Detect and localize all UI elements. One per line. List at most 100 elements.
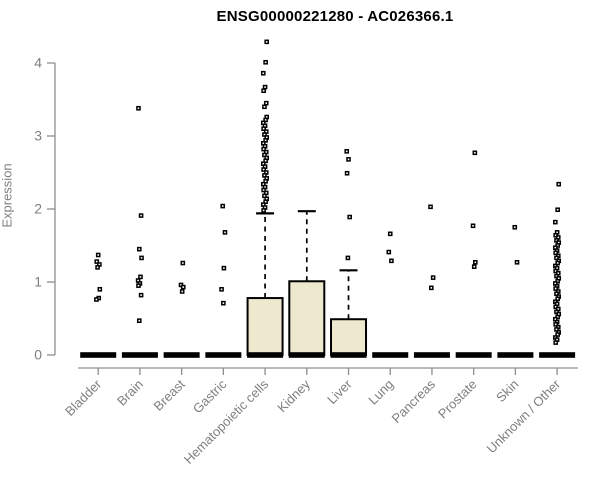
outlier-point-center [137, 284, 140, 287]
outlier-point-center [137, 107, 140, 110]
outlier-point-center [263, 174, 266, 177]
y-tick-label-4: 4 [34, 55, 42, 71]
outlier-point-center [347, 257, 349, 259]
outlier-point-center [554, 306, 557, 308]
outlier-point-center [265, 157, 268, 159]
outlier-point-center [262, 122, 265, 124]
x-tick-label-brain: Brain [114, 377, 146, 409]
outlier-point-center [138, 319, 141, 322]
x-tick-label-skin: Skin [493, 377, 521, 405]
outlier-point-center [265, 116, 268, 118]
outlier-point-center [474, 151, 476, 154]
outlier-point-center [556, 280, 559, 283]
median-bar-hematopoietic-cells [247, 352, 284, 358]
outlier-point-center [555, 292, 558, 295]
outlier-point-center [554, 221, 557, 223]
outlier-point-center [264, 86, 266, 88]
outlier-point-center [264, 119, 267, 121]
outlier-point-center [557, 277, 560, 280]
outlier-point-center [262, 127, 265, 130]
outlier-point-center [99, 288, 101, 291]
outlier-point-center [554, 323, 557, 326]
outlier-point-center [554, 252, 557, 254]
outlier-point-center [556, 262, 559, 264]
x-tick-label-unknown-other: Unknown / Other [484, 376, 564, 456]
outlier-point-center [264, 186, 266, 188]
x-tick-label-pancreas: Pancreas [389, 376, 439, 426]
outlier-point-center [556, 303, 558, 305]
median-bar-pancreas [413, 352, 450, 358]
outlier-point-center [556, 208, 559, 211]
outlier-point-center [347, 158, 350, 161]
median-bar-brain [121, 352, 158, 358]
outlier-point-center [264, 180, 267, 183]
outlier-point-center [557, 236, 560, 239]
median-bar-skin [497, 352, 534, 358]
outlier-point-center [556, 316, 559, 318]
outlier-point-center [264, 145, 266, 148]
y-axis-label: Expression [0, 163, 15, 228]
outlier-point-center [262, 72, 265, 75]
box-kidney [288, 280, 326, 356]
x-tick-label-breast: Breast [151, 376, 188, 413]
outlier-point-center [265, 197, 268, 200]
outlier-point-center [262, 89, 265, 92]
outlier-point-center [265, 151, 268, 153]
outlier-point-center [555, 328, 558, 331]
outlier-point-center [137, 279, 139, 282]
outlier-point-center [96, 266, 99, 269]
outlier-point-center [265, 130, 268, 133]
x-tick-label-gastric: Gastric [190, 376, 230, 416]
outlier-point-center [554, 282, 557, 285]
y-tick-label-2: 2 [34, 201, 42, 217]
outlier-point-center [554, 318, 557, 321]
outlier-point-center [223, 267, 225, 269]
outlier-point-center [263, 133, 266, 136]
outlier-point-center [557, 183, 560, 185]
outlier-point-center [98, 263, 101, 266]
outlier-point-center [265, 171, 268, 174]
outlier-point-center [264, 200, 267, 203]
outlier-point-center [554, 234, 557, 237]
outlier-point-center [262, 209, 265, 212]
outlier-point-center [262, 203, 265, 206]
outlier-point-center [265, 102, 268, 104]
median-bar-bladder [80, 352, 117, 358]
outlier-point-center [265, 41, 268, 43]
x-tick-label-lung: Lung [365, 377, 396, 408]
outlier-point-center [97, 254, 99, 256]
outlier-point-center [263, 154, 266, 156]
median-bar-breast [163, 352, 200, 358]
outlier-point-center [262, 142, 265, 145]
outlier-point-center [221, 205, 224, 207]
outlier-point-center [262, 162, 265, 165]
box-liver [330, 318, 368, 357]
outlier-point-center [95, 298, 98, 301]
outlier-point-center [262, 189, 265, 191]
outlier-point-center [556, 333, 559, 336]
outlier-point-center [139, 276, 142, 278]
outlier-point-center [348, 216, 351, 218]
outlier-point-center [182, 262, 184, 264]
outlier-point-center [556, 297, 559, 300]
outlier-point-center [432, 276, 434, 279]
x-tick-label-bladder: Bladder [62, 376, 105, 419]
outlier-point-center [140, 214, 142, 217]
outlier-point-center [556, 244, 559, 247]
outlier-point-center [262, 183, 265, 185]
outlier-point-center [140, 294, 142, 296]
outlier-point-center [430, 287, 433, 289]
outlier-point-center [264, 160, 267, 162]
outlier-point-center [265, 192, 268, 194]
median-bar-lung [372, 352, 409, 358]
outlier-point-center [554, 287, 557, 290]
y-tick-label-0: 0 [34, 347, 42, 363]
outlier-point-center [513, 226, 516, 229]
outlier-point-center [264, 206, 266, 209]
outlier-point-center [224, 231, 226, 234]
outlier-point-center [262, 148, 265, 150]
median-bar-unknown-other [539, 352, 576, 358]
outlier-point-center [264, 124, 266, 127]
x-tick-label-liver: Liver [324, 376, 355, 407]
